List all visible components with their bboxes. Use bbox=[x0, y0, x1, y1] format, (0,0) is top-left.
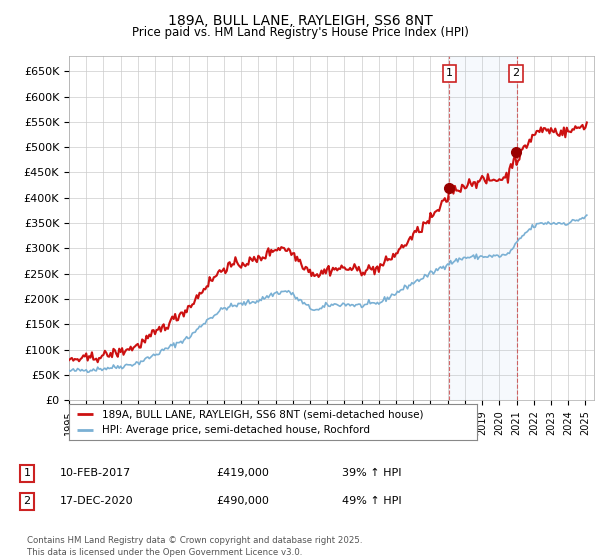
Text: Contains HM Land Registry data © Crown copyright and database right 2025.
This d: Contains HM Land Registry data © Crown c… bbox=[27, 536, 362, 557]
Text: 2: 2 bbox=[23, 496, 31, 506]
Text: 49% ↑ HPI: 49% ↑ HPI bbox=[342, 496, 401, 506]
Text: HPI: Average price, semi-detached house, Rochford: HPI: Average price, semi-detached house,… bbox=[101, 424, 370, 435]
Text: £419,000: £419,000 bbox=[216, 468, 269, 478]
Text: Price paid vs. HM Land Registry's House Price Index (HPI): Price paid vs. HM Land Registry's House … bbox=[131, 26, 469, 39]
Text: 189A, BULL LANE, RAYLEIGH, SS6 8NT: 189A, BULL LANE, RAYLEIGH, SS6 8NT bbox=[167, 14, 433, 28]
Text: 2: 2 bbox=[512, 68, 519, 78]
Text: 10-FEB-2017: 10-FEB-2017 bbox=[60, 468, 131, 478]
Text: 39% ↑ HPI: 39% ↑ HPI bbox=[342, 468, 401, 478]
Text: 1: 1 bbox=[446, 68, 453, 78]
Text: 1: 1 bbox=[23, 468, 31, 478]
Bar bbox=[449, 56, 517, 400]
Text: 17-DEC-2020: 17-DEC-2020 bbox=[60, 496, 134, 506]
Text: 189A, BULL LANE, RAYLEIGH, SS6 8NT (semi-detached house): 189A, BULL LANE, RAYLEIGH, SS6 8NT (semi… bbox=[101, 409, 423, 419]
Text: £490,000: £490,000 bbox=[216, 496, 269, 506]
